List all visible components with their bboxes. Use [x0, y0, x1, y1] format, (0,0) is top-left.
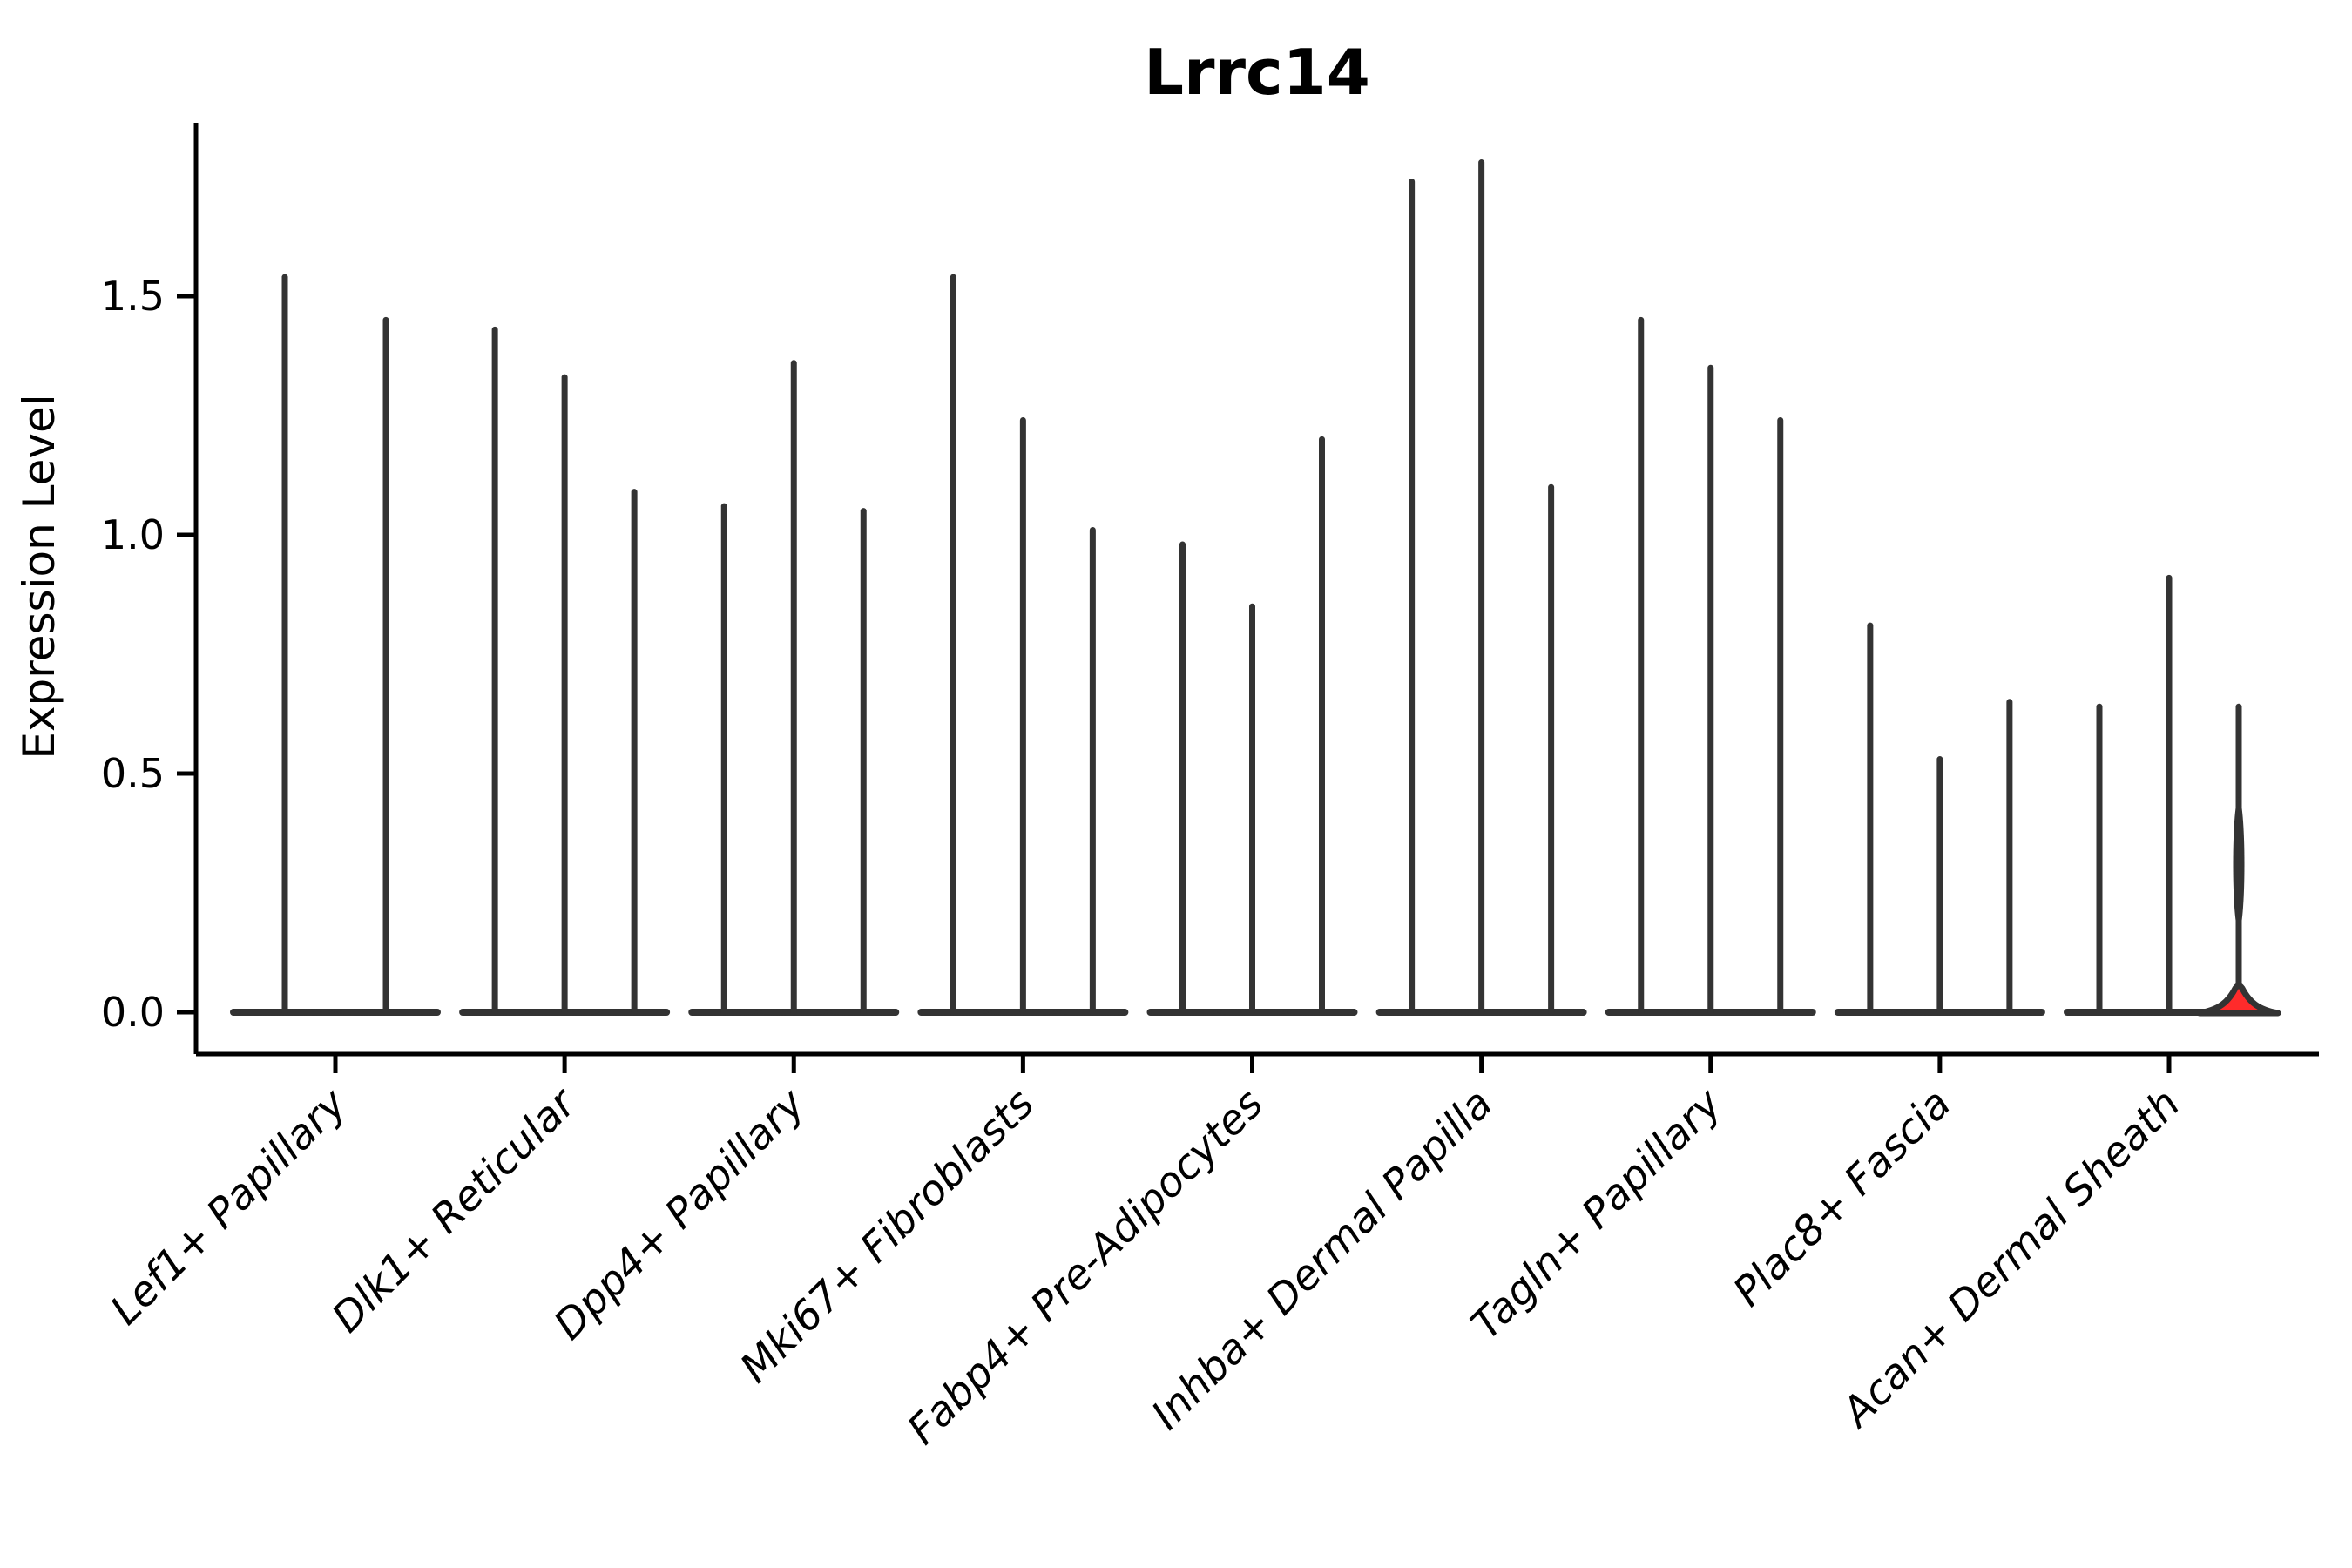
axes-spines	[193, 123, 2319, 1057]
violin-group	[1605, 316, 1816, 1016]
violin-bulge	[2233, 797, 2245, 931]
violin-group	[1834, 622, 2045, 1016]
x-tick-label: Plac8+ Fascia	[1724, 1080, 1960, 1316]
violin-group	[2064, 574, 2281, 1017]
violin-group	[230, 274, 441, 1016]
violin-group	[1146, 436, 1358, 1016]
x-tick-label: Dlk1+ Reticular	[323, 1078, 587, 1342]
violin-group	[1375, 159, 1587, 1016]
chart-title: Lrrc14	[1144, 36, 1370, 109]
x-tick-label: Dpp4+ Papillary	[545, 1079, 815, 1349]
y-axis-label: Expression Level	[14, 394, 64, 759]
y-tick-label: 0.5	[101, 750, 165, 797]
y-tick-label: 0.0	[101, 989, 165, 1036]
y-axis-ticks: 0.0 0.5 1.0 1.5	[101, 273, 196, 1036]
violin-bodies	[230, 159, 2281, 1017]
y-tick-label: 1.5	[101, 273, 165, 320]
violin-group	[688, 360, 900, 1016]
violin-group	[917, 274, 1129, 1016]
y-tick-label: 1.0	[101, 511, 165, 558]
x-tick-label: Lef1+ Papillary	[101, 1079, 356, 1335]
x-tick-label: Tagln+ Papillary	[1462, 1079, 1732, 1349]
highlighted-violin-body	[2196, 983, 2281, 1017]
violin-group	[459, 326, 671, 1016]
